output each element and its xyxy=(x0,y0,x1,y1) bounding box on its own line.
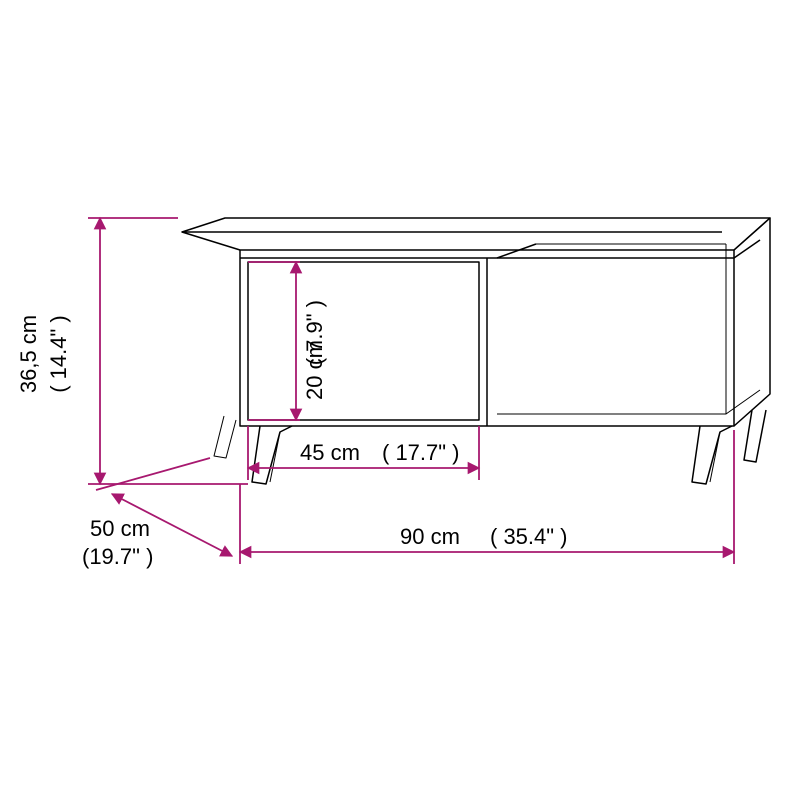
dim-depth-in: (19.7" ) xyxy=(82,544,153,569)
dim-drawer-h-cm: 20 cm xyxy=(302,340,327,400)
dim-height-cm: 36,5 cm xyxy=(16,315,41,393)
dim-depth-cm: 50 cm xyxy=(90,516,150,541)
furniture-dimension-diagram: 36,5 cm ( 14.4" ) ( 7.9" ) 20 cm 45 cm (… xyxy=(0,0,800,800)
dim-drawer-w-cm: 45 cm xyxy=(300,440,360,465)
dim-height-in: ( 14.4" ) xyxy=(46,315,71,393)
dim-drawer-w-in: ( 17.7" ) xyxy=(382,440,460,465)
furniture-outline xyxy=(182,218,770,484)
dim-depth-tick-back xyxy=(96,458,210,490)
dim-width-cm: 90 cm xyxy=(400,524,460,549)
dim-width-in: ( 35.4" ) xyxy=(490,524,568,549)
dimension-labels: 36,5 cm ( 14.4" ) ( 7.9" ) 20 cm 45 cm (… xyxy=(16,300,568,569)
